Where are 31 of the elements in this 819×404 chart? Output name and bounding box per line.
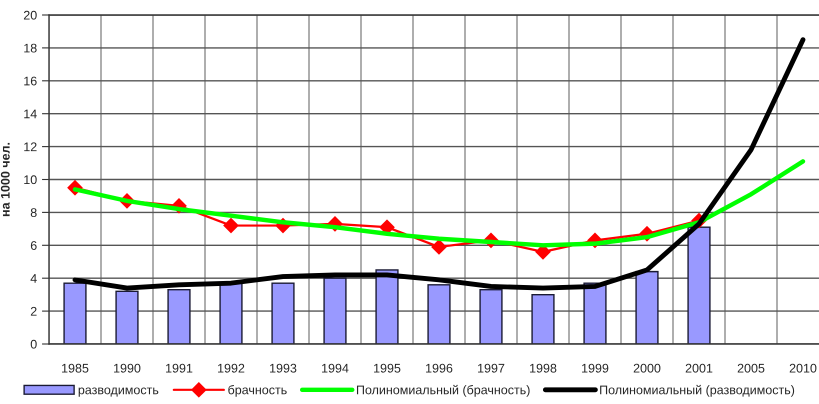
x-tick-label: 1985: [62, 364, 88, 373]
legend-label: брачность: [228, 385, 287, 397]
x-tick-label: 1998: [530, 364, 556, 373]
y-tick-label: 0: [30, 340, 37, 349]
x-tick-label: 1990: [114, 364, 140, 373]
x-tick-label: 1997: [478, 364, 504, 373]
x-tick-label: 1993: [270, 364, 296, 373]
y-tick-label: 20: [24, 10, 37, 20]
x-tick-label: 2001: [686, 364, 712, 373]
x-tick-label: 1995: [374, 364, 400, 373]
x-tick-label: 2000: [634, 364, 660, 373]
x-tick-label: 1991: [166, 364, 192, 373]
y-tick-label: 18: [24, 44, 37, 53]
x-tick-label: 1996: [426, 364, 452, 373]
y-tick-label: 4: [30, 274, 37, 283]
y-tick-label: 2: [30, 306, 37, 316]
x-tick-label: 2010: [790, 364, 816, 373]
y-axis-title: на 1000 чел.: [0, 142, 10, 216]
y-tick-label: 6: [30, 241, 37, 250]
y-tick-label: 16: [24, 76, 37, 86]
y-tick-label: 14: [24, 110, 37, 118]
y-tick-label: 8: [30, 208, 37, 218]
x-tick-label: 1999: [582, 364, 608, 373]
x-tick-label: 1994: [322, 364, 349, 373]
legend-label: Полиномиальный (брачность): [356, 384, 530, 397]
x-tick-label: 1992: [218, 364, 244, 373]
y-tick-label: 12: [24, 142, 37, 152]
x-tick-label: 2005: [738, 364, 764, 373]
legend-label: Полиномиальный (разводимость): [600, 384, 794, 397]
y-tick-label: 10: [24, 175, 37, 184]
legend-label: разводимость: [78, 387, 158, 397]
